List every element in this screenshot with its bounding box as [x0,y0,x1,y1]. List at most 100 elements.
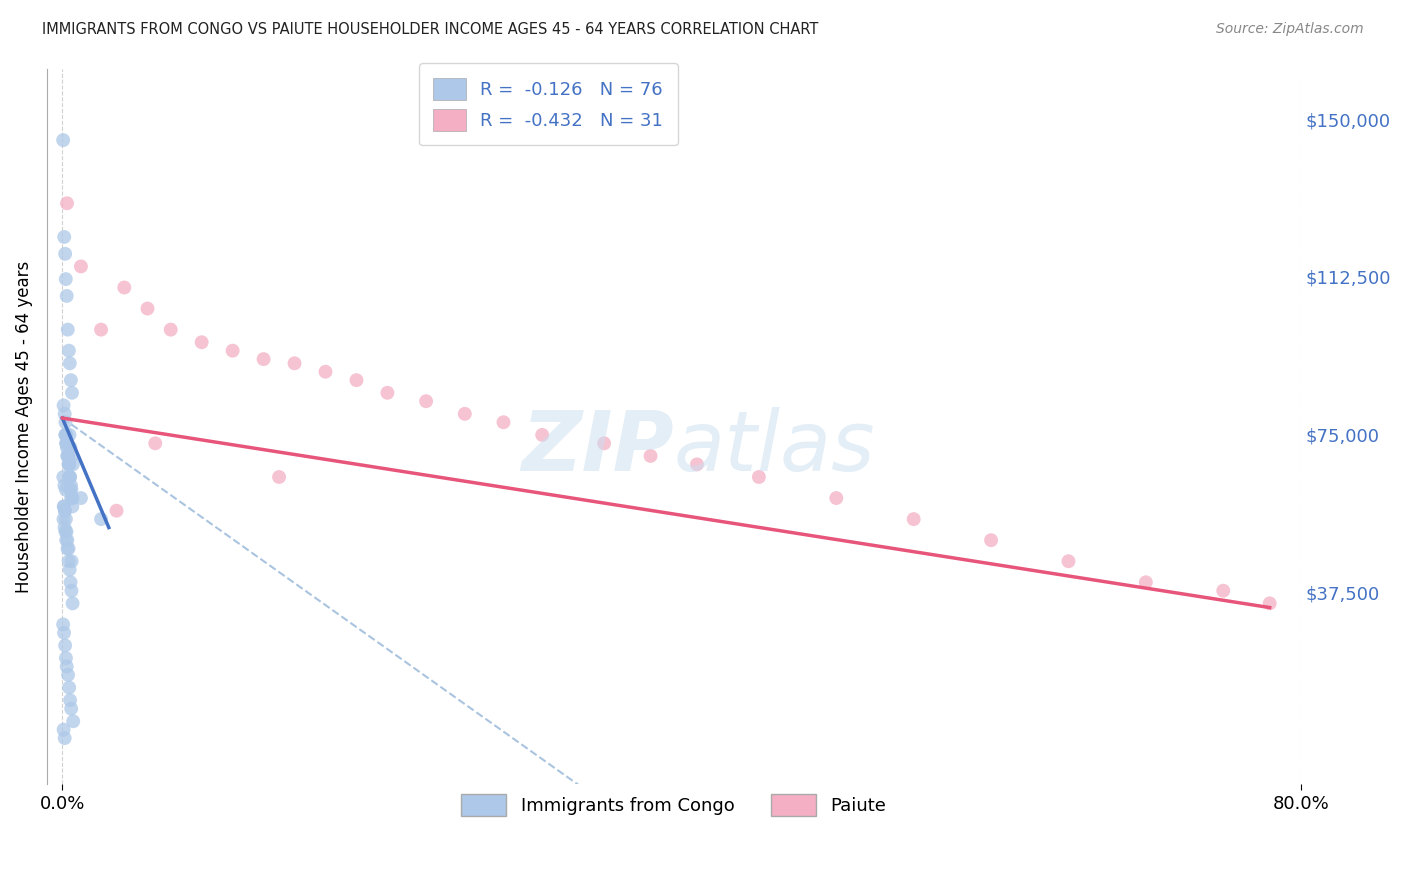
Point [52,617,75,632]
Point [52,133,75,147]
Point [55,289,77,303]
Point [53,504,76,518]
Point [58,541,80,556]
Point [59,563,82,577]
Point [56,196,79,211]
Point [825,491,848,505]
Point [58,428,80,442]
Point [56,436,79,450]
Point [221,343,243,358]
Point [105,504,128,518]
Point [640,449,662,463]
Text: Source: ZipAtlas.com: Source: ZipAtlas.com [1216,22,1364,37]
Point [531,428,554,442]
Point [60,449,83,463]
Point [53,731,76,745]
Point [55,436,77,450]
Point [55,524,77,539]
Point [62,491,84,505]
Point [55,272,77,286]
Point [1258,596,1281,610]
Point [55,651,77,665]
Point [53,407,76,421]
Point [53,625,76,640]
Point [58,554,80,568]
Point [59,356,82,370]
Point [53,520,76,534]
Point [53,639,76,653]
Point [56,441,79,455]
Point [55,533,77,548]
Point [53,428,76,442]
Point [60,478,83,492]
Point [53,504,76,518]
Point [58,470,80,484]
Point [415,394,437,409]
Point [492,415,515,429]
Point [58,458,80,472]
Point [267,470,290,484]
Point [59,483,82,497]
Point [56,323,79,337]
Point [1212,583,1234,598]
Point [56,668,79,682]
Point [252,352,274,367]
Point [62,714,84,729]
Point [903,512,925,526]
Point [60,583,83,598]
Point [59,470,82,484]
Point [53,247,76,261]
Point [454,407,477,421]
Point [346,373,368,387]
Point [748,470,770,484]
Point [56,533,79,548]
Point [593,436,616,450]
Point [52,512,75,526]
Point [90,323,112,337]
Point [58,449,80,463]
Point [60,701,83,715]
Point [53,478,76,492]
Point [55,659,77,673]
Point [55,436,77,450]
Point [52,500,75,514]
Point [686,458,709,472]
Point [52,500,75,514]
Point [60,500,83,514]
Point [980,533,1002,548]
Point [60,491,83,505]
Point [58,343,80,358]
Point [70,491,93,505]
Point [1057,554,1080,568]
Point [59,441,82,455]
Point [53,230,76,244]
Point [56,541,79,556]
Point [56,449,79,463]
Point [112,280,135,294]
Point [190,335,212,350]
Point [60,491,83,505]
Point [56,449,79,463]
Point [60,483,83,497]
Y-axis label: Householder Income Ages 45 - 64 years: Householder Income Ages 45 - 64 years [15,260,32,592]
Point [55,524,77,539]
Point [59,470,82,484]
Text: ZIP: ZIP [522,408,673,489]
Point [90,512,112,526]
Point [55,428,77,442]
Point [60,554,83,568]
Point [159,323,181,337]
Text: IMMIGRANTS FROM CONGO VS PAIUTE HOUSEHOLDER INCOME AGES 45 - 64 YEARS CORRELATIO: IMMIGRANTS FROM CONGO VS PAIUTE HOUSEHOL… [42,22,818,37]
Point [55,415,77,429]
Text: atlas: atlas [673,408,876,489]
Point [283,356,305,370]
Point [136,301,159,316]
Point [59,575,82,590]
Point [52,470,75,484]
Point [62,458,84,472]
Point [143,436,166,450]
Point [52,399,75,413]
Point [60,385,83,400]
Point [1135,575,1157,590]
Point [58,458,80,472]
